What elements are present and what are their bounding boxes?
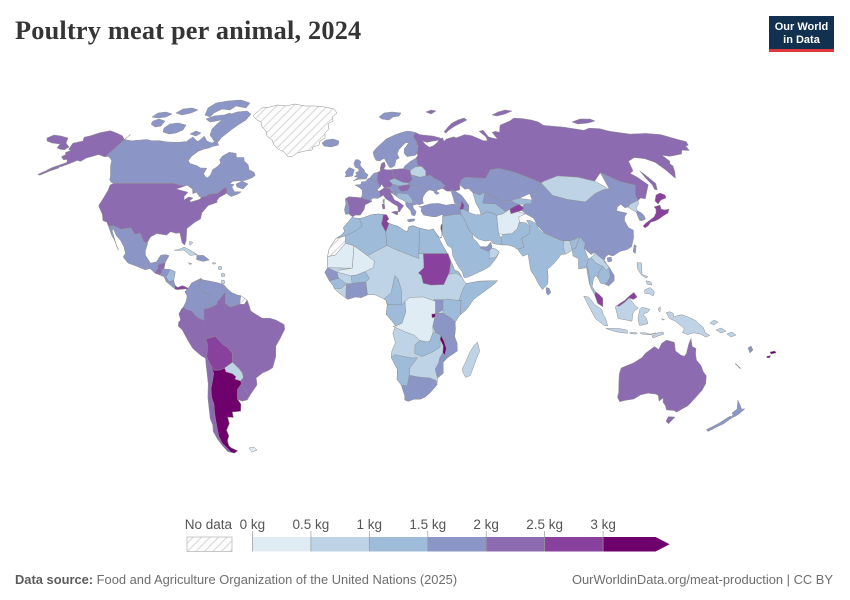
- svg-text:3 kg: 3 kg: [590, 517, 616, 532]
- svg-text:No data: No data: [185, 517, 233, 532]
- svg-text:1.5 kg: 1.5 kg: [409, 517, 446, 532]
- svg-text:0 kg: 0 kg: [240, 517, 266, 532]
- svg-text:2.5 kg: 2.5 kg: [526, 517, 563, 532]
- svg-text:1 kg: 1 kg: [357, 517, 383, 532]
- svg-text:2 kg: 2 kg: [473, 517, 499, 532]
- svg-text:0.5 kg: 0.5 kg: [293, 517, 330, 532]
